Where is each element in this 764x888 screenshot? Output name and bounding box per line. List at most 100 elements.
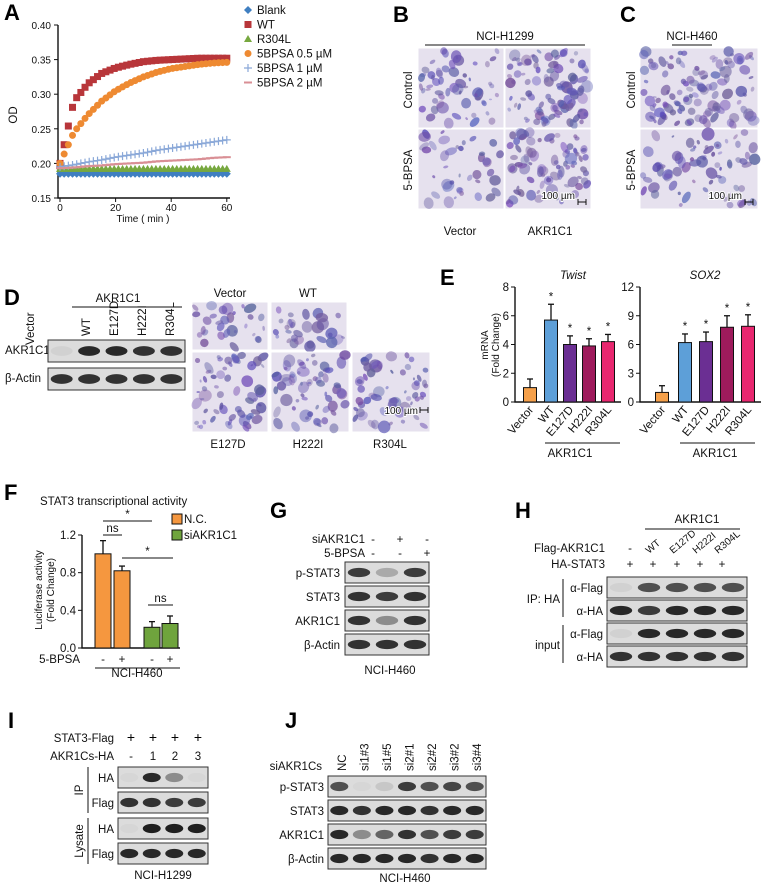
a-point xyxy=(139,149,148,158)
band xyxy=(353,782,371,791)
e-twist-sig: * xyxy=(587,326,592,338)
cell xyxy=(564,152,578,165)
cell xyxy=(533,109,541,116)
cell xyxy=(440,130,445,134)
cell xyxy=(258,313,265,322)
a-point xyxy=(148,57,156,65)
cell xyxy=(494,92,499,98)
f-ytick-label: 0.0 xyxy=(60,643,76,655)
cell xyxy=(429,59,436,65)
cell xyxy=(517,163,528,169)
cell xyxy=(539,180,545,189)
cell xyxy=(260,364,265,368)
cell xyxy=(577,175,582,180)
cell xyxy=(438,135,450,145)
cell xyxy=(558,100,565,108)
f-bar xyxy=(143,626,161,649)
cell xyxy=(543,74,550,83)
cell xyxy=(710,71,721,79)
cell xyxy=(284,324,290,331)
a-point xyxy=(106,154,115,163)
h-sign: + xyxy=(697,559,704,571)
cell xyxy=(736,55,744,65)
cell xyxy=(485,111,490,116)
cell xyxy=(709,55,716,60)
band xyxy=(609,582,633,593)
cell xyxy=(400,419,406,424)
cell xyxy=(202,316,212,325)
d-img-e127d: E127D xyxy=(210,439,245,451)
band xyxy=(420,829,439,840)
a-point xyxy=(152,56,160,64)
cell xyxy=(387,397,398,410)
cell xyxy=(546,176,550,181)
cell xyxy=(569,119,578,130)
e-sox2-xtick-label: Vector xyxy=(638,404,668,437)
band xyxy=(665,651,689,662)
cell xyxy=(639,49,649,60)
band xyxy=(352,829,371,840)
i-cond-label: AKR1Cs-HA xyxy=(50,751,114,763)
cell xyxy=(507,107,512,112)
cell xyxy=(743,108,754,120)
cell xyxy=(710,112,719,123)
cell xyxy=(711,90,719,100)
a-point xyxy=(64,141,72,149)
cell xyxy=(556,83,563,89)
d-row-akr1c1: AKR1C1 xyxy=(5,345,50,357)
cell xyxy=(517,62,523,67)
cell xyxy=(209,313,217,319)
f-ylabel-1: Luciferase activity xyxy=(34,550,45,629)
cell xyxy=(419,142,430,151)
cell xyxy=(255,402,267,414)
g-sign: - xyxy=(371,534,375,546)
e-sox2-bar-e127d xyxy=(699,341,713,403)
band xyxy=(347,639,371,650)
cell xyxy=(525,90,533,97)
f-ytick-label: 1.2 xyxy=(60,530,76,542)
cell xyxy=(410,401,413,406)
a-point xyxy=(131,150,140,159)
cell xyxy=(205,369,212,374)
a-legend-label: 5BPSA 2 µM xyxy=(257,78,322,90)
cell xyxy=(390,369,394,374)
cell xyxy=(662,101,668,108)
cell xyxy=(448,67,460,78)
e-sox2-bar-r304l xyxy=(741,325,755,403)
cell xyxy=(432,97,439,104)
cell xyxy=(578,108,583,113)
cell xyxy=(336,388,347,399)
cell xyxy=(507,73,513,79)
cell xyxy=(555,164,561,170)
a-legend-marker xyxy=(244,35,252,42)
j-row-label: STAT3 xyxy=(290,806,324,818)
cell xyxy=(291,421,300,432)
cell xyxy=(301,396,308,401)
e-ylabel-2: (Fold Change) xyxy=(491,313,502,377)
cell xyxy=(224,374,232,382)
band xyxy=(420,853,439,864)
cell xyxy=(210,415,216,423)
cell xyxy=(434,90,444,96)
cell xyxy=(418,73,426,82)
a-point xyxy=(198,54,206,62)
d-img-h222i xyxy=(270,350,351,434)
cell xyxy=(509,95,513,101)
cell xyxy=(301,320,313,333)
cell xyxy=(289,371,297,384)
cell xyxy=(704,107,713,117)
cell xyxy=(649,104,656,112)
a-point xyxy=(77,120,85,128)
cell xyxy=(228,413,236,421)
e-twist-ytick-label: 4 xyxy=(503,340,510,352)
a-point xyxy=(85,157,94,166)
band xyxy=(397,829,417,840)
cell xyxy=(311,353,316,358)
a-ytick-label: 0.15 xyxy=(32,194,52,205)
a-point xyxy=(110,64,118,72)
f-legend-swatch xyxy=(171,513,183,525)
cell xyxy=(482,157,491,166)
cell xyxy=(241,375,254,388)
cell xyxy=(472,61,478,66)
cell xyxy=(677,108,683,114)
